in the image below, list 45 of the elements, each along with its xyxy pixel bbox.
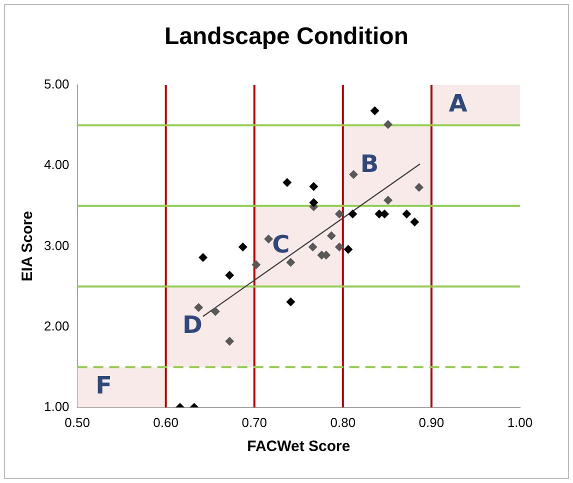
band-label: D bbox=[182, 311, 202, 340]
x-tick-label: 0.50 bbox=[64, 414, 90, 430]
x-tick-label: 0.90 bbox=[418, 414, 444, 430]
point bbox=[286, 297, 296, 306]
band-label: C bbox=[272, 230, 290, 258]
point bbox=[309, 182, 318, 192]
point bbox=[334, 209, 344, 218]
point bbox=[309, 198, 318, 208]
y-tick-label: 1.00 bbox=[44, 398, 70, 414]
point bbox=[210, 306, 220, 316]
y-tick-label: 4.00 bbox=[44, 157, 70, 172]
x-tick-label: 0.80 bbox=[330, 414, 356, 430]
point bbox=[370, 106, 380, 116]
point bbox=[349, 170, 358, 179]
chart-title: Landscape Condition bbox=[163, 23, 410, 51]
point bbox=[334, 242, 344, 252]
band-label: F bbox=[96, 371, 112, 400]
x-tick-label: 0.60 bbox=[153, 414, 178, 430]
point bbox=[402, 209, 412, 218]
point bbox=[414, 182, 424, 192]
point bbox=[308, 242, 318, 252]
point bbox=[384, 120, 393, 129]
x-tick-label: 1.00 bbox=[507, 414, 533, 430]
y-axis-title: EIA Score bbox=[19, 211, 36, 282]
point bbox=[384, 196, 393, 205]
y-tick-label: 2.00 bbox=[44, 318, 70, 334]
band-label: B bbox=[360, 150, 379, 178]
point bbox=[194, 302, 204, 312]
point bbox=[282, 178, 292, 188]
x-axis-title: FACWet Score bbox=[247, 438, 350, 456]
point bbox=[344, 244, 353, 254]
point bbox=[225, 270, 234, 280]
point bbox=[198, 252, 208, 262]
y-tick-label: 5.00 bbox=[44, 76, 70, 92]
point bbox=[238, 242, 248, 252]
band-label: A bbox=[448, 89, 468, 118]
y-tick-label: 3.00 bbox=[44, 238, 70, 253]
point bbox=[348, 209, 358, 218]
point bbox=[286, 258, 296, 267]
point bbox=[264, 234, 274, 244]
point bbox=[252, 260, 261, 270]
x-tick-label: 0.70 bbox=[242, 414, 268, 430]
point bbox=[326, 231, 336, 240]
point bbox=[225, 336, 234, 346]
point bbox=[410, 218, 420, 227]
